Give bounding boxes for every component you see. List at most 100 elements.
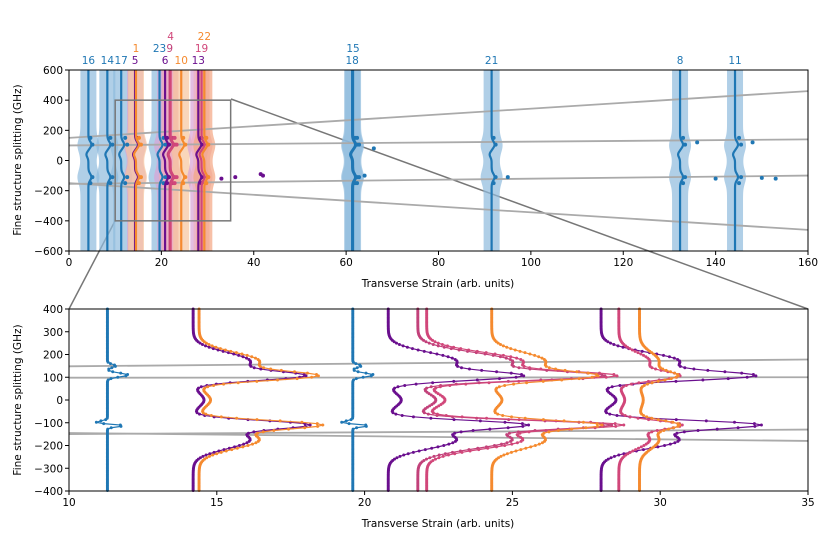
bottom-point-22 — [658, 366, 662, 370]
bottom-point-13 — [673, 441, 677, 445]
bottom-point-6 — [459, 430, 463, 434]
bottom-point-17 — [113, 364, 117, 368]
bottom-point-19 — [636, 446, 640, 450]
top-ytick-label: 400 — [43, 95, 63, 107]
bottom-point-19 — [628, 347, 632, 351]
bottom-point-10 — [547, 430, 551, 434]
bottom-point-22 — [674, 375, 678, 379]
bottom-point-4 — [493, 352, 497, 356]
bottom-point-5 — [304, 374, 308, 378]
top-outlier-point — [773, 176, 778, 181]
bottom-point-17 — [110, 366, 114, 370]
bottom-point-6 — [431, 381, 435, 385]
bottom-point-4 — [436, 341, 440, 345]
bottom-axes-frame — [68, 308, 809, 492]
bottom-point-13 — [618, 383, 622, 387]
bottom-point-13 — [696, 428, 700, 432]
top-point-22 — [204, 181, 209, 186]
top-ytick-label: −400 — [34, 216, 63, 228]
bottom-point-4 — [503, 444, 507, 447]
top-outlier-point — [505, 175, 510, 180]
bottom-point-1 — [315, 422, 319, 426]
bottom-point-6 — [394, 412, 398, 416]
bottom-point-1 — [316, 374, 320, 378]
top-point-17 — [123, 135, 128, 140]
bottom-point-9 — [499, 442, 503, 446]
bottom-point-1 — [310, 375, 314, 379]
bottom-point-5 — [203, 344, 207, 348]
bottom-trend-lower-mid — [68, 428, 809, 436]
bottom-point-9 — [442, 345, 446, 349]
top-point-4 — [172, 135, 177, 140]
bottom-point-9 — [426, 412, 430, 416]
bottom-point-6 — [446, 355, 450, 359]
bottom-point-13 — [754, 374, 758, 378]
bottom-point-17 — [109, 377, 113, 381]
bottom-point-10 — [501, 413, 505, 417]
bottom-point-19 — [644, 442, 648, 446]
bottom-point-1 — [212, 383, 216, 387]
top-series-line-15 — [349, 70, 358, 251]
bottom-point-10 — [544, 364, 548, 368]
top-y-axis-label: Fine structure splitting (GHz) — [12, 84, 24, 235]
bottom-point-4 — [522, 364, 526, 368]
bottom-trend-upper-branch — [68, 358, 809, 368]
top-xtick-label: 0 — [66, 257, 73, 269]
bottom-point-22 — [641, 413, 645, 417]
bottom-point-10 — [562, 419, 566, 423]
bottom-point-6 — [452, 418, 456, 422]
bottom-point-10 — [554, 367, 558, 371]
bottom-xtick-label: 20 — [358, 497, 371, 509]
bottom-point-4 — [528, 366, 532, 370]
bottom-point-13 — [617, 453, 621, 457]
bottom-point-9 — [450, 450, 454, 454]
bottom-point-1 — [201, 411, 205, 415]
bottom-point-17 — [119, 371, 123, 375]
bottom-point-13 — [615, 413, 619, 417]
bottom-point-9 — [431, 342, 435, 346]
bottom-point-6 — [503, 420, 507, 424]
bottom-point-22 — [662, 428, 666, 432]
bottom-xtick-label: 35 — [801, 497, 814, 509]
bottom-point-23 — [364, 371, 368, 375]
bottom-point-13 — [606, 340, 610, 344]
bottom-point-9 — [429, 385, 433, 389]
bottom-point-13 — [740, 371, 744, 375]
bottom-point-10 — [509, 347, 513, 351]
bottom-point-1 — [218, 347, 222, 351]
bottom-point-1 — [316, 424, 320, 428]
top-point-8 — [683, 142, 688, 147]
bottom-point-22 — [656, 418, 660, 422]
bottom-point-1 — [234, 351, 238, 355]
top-point-10 — [183, 142, 188, 147]
bottom-point-5 — [216, 348, 220, 352]
bottom-point-13 — [641, 448, 645, 452]
bottom-point-4 — [437, 404, 441, 408]
bottom-point-6 — [411, 415, 415, 419]
bottom-point-6 — [521, 424, 525, 428]
bottom-point-10 — [493, 411, 497, 415]
bottom-point-6 — [429, 416, 433, 420]
bottom-point-13 — [732, 420, 736, 424]
bottom-point-1 — [262, 366, 266, 370]
bottom-point-10 — [595, 424, 599, 428]
series-label-5: 5 — [132, 55, 139, 67]
bottom-point-13 — [692, 367, 696, 371]
bottom-point-1 — [209, 413, 213, 417]
bottom-point-22 — [664, 368, 668, 372]
bottom-point-4 — [527, 430, 531, 434]
bottom-point-17 — [104, 418, 108, 422]
bottom-point-13 — [656, 445, 660, 449]
bottom-point-23 — [355, 426, 359, 430]
bottom-point-9 — [443, 452, 447, 456]
bottom-point-5 — [227, 446, 231, 450]
bottom-ytick-label: 100 — [43, 372, 63, 384]
bottom-point-10 — [509, 450, 513, 454]
top-point-15 — [355, 135, 360, 140]
top-point-11 — [739, 142, 744, 147]
bottom-point-1 — [204, 412, 208, 416]
bottom-point-22 — [663, 378, 667, 382]
bottom-point-5 — [241, 355, 245, 359]
bottom-point-1 — [219, 450, 223, 454]
